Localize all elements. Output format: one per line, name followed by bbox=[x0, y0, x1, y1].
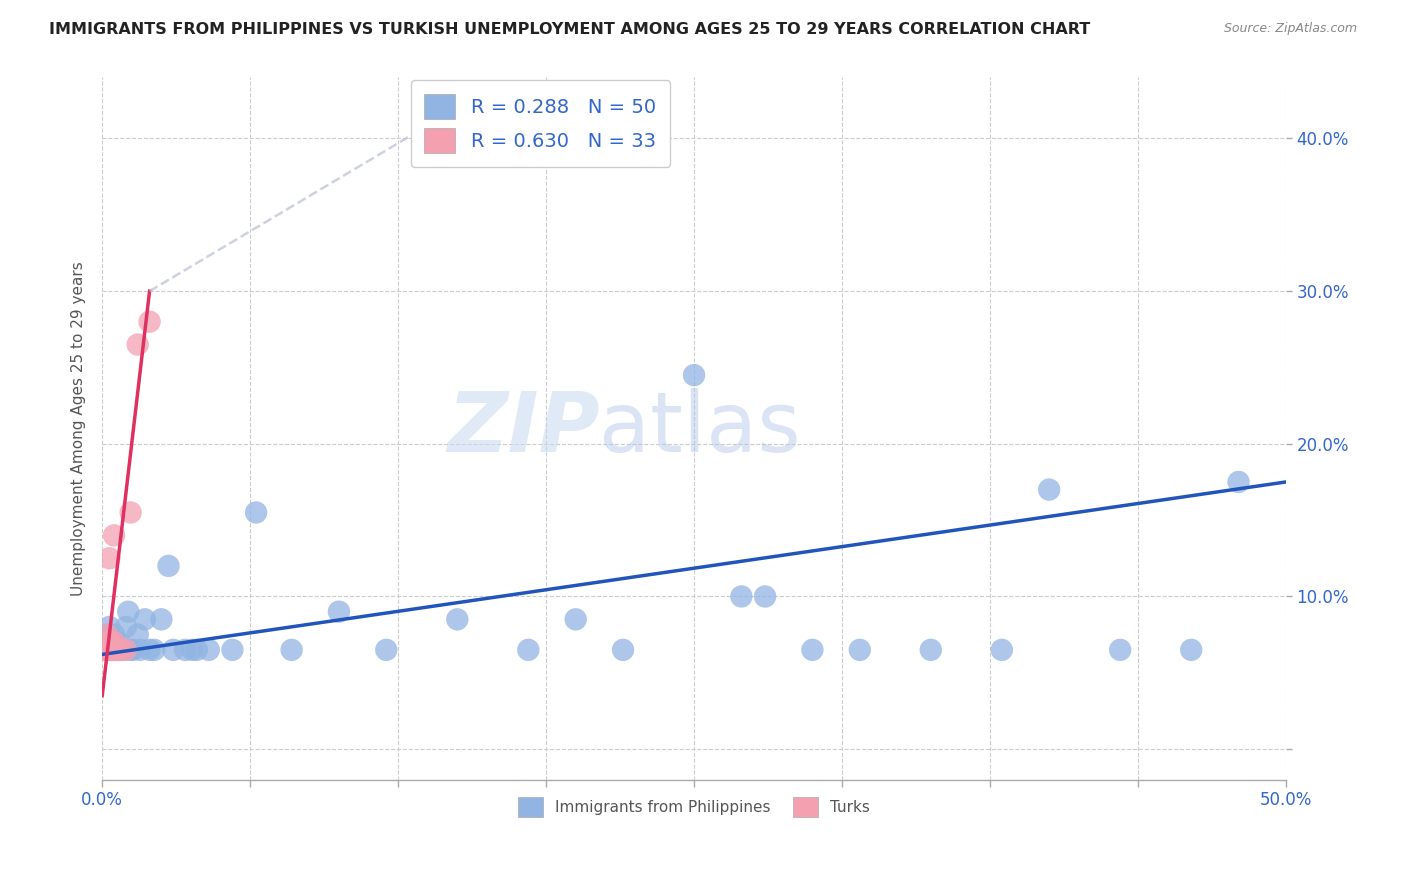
Point bbox=[98, 551, 121, 566]
Point bbox=[1180, 643, 1202, 657]
Point bbox=[120, 506, 142, 520]
Point bbox=[730, 590, 752, 604]
Point bbox=[127, 627, 149, 641]
Point bbox=[920, 643, 942, 657]
Point bbox=[98, 643, 121, 657]
Point bbox=[103, 643, 125, 657]
Legend: Immigrants from Philippines, Turks: Immigrants from Philippines, Turks bbox=[510, 789, 877, 824]
Point bbox=[100, 643, 122, 657]
Text: IMMIGRANTS FROM PHILIPPINES VS TURKISH UNEMPLOYMENT AMONG AGES 25 TO 29 YEARS CO: IMMIGRANTS FROM PHILIPPINES VS TURKISH U… bbox=[49, 22, 1091, 37]
Point bbox=[98, 643, 121, 657]
Point bbox=[754, 590, 776, 604]
Point bbox=[103, 528, 125, 542]
Point bbox=[103, 643, 125, 657]
Point bbox=[105, 643, 128, 657]
Point bbox=[150, 612, 173, 626]
Point bbox=[93, 643, 115, 657]
Point bbox=[446, 612, 468, 626]
Point bbox=[186, 643, 208, 657]
Point bbox=[115, 643, 138, 657]
Point bbox=[96, 627, 118, 641]
Y-axis label: Unemployment Among Ages 25 to 29 years: Unemployment Among Ages 25 to 29 years bbox=[72, 261, 86, 596]
Point bbox=[197, 643, 219, 657]
Point bbox=[98, 635, 121, 649]
Point bbox=[96, 643, 118, 657]
Point bbox=[612, 643, 634, 657]
Point bbox=[98, 643, 121, 657]
Point bbox=[93, 635, 115, 649]
Point bbox=[157, 558, 180, 573]
Point bbox=[280, 643, 302, 657]
Point bbox=[98, 620, 121, 634]
Point bbox=[100, 643, 122, 657]
Point bbox=[96, 635, 118, 649]
Point bbox=[127, 337, 149, 351]
Point bbox=[181, 643, 204, 657]
Point bbox=[1227, 475, 1250, 489]
Point bbox=[107, 643, 129, 657]
Point bbox=[100, 635, 122, 649]
Point bbox=[801, 643, 824, 657]
Point bbox=[96, 643, 118, 657]
Point bbox=[100, 643, 122, 657]
Point bbox=[93, 643, 115, 657]
Point bbox=[98, 643, 121, 657]
Point bbox=[245, 506, 267, 520]
Point bbox=[107, 635, 129, 649]
Point bbox=[100, 635, 122, 649]
Point bbox=[120, 643, 142, 657]
Text: ZIP: ZIP bbox=[447, 388, 599, 469]
Point bbox=[105, 643, 128, 657]
Point bbox=[1109, 643, 1132, 657]
Text: atlas: atlas bbox=[599, 388, 801, 469]
Point bbox=[110, 643, 132, 657]
Point bbox=[115, 620, 138, 634]
Point bbox=[103, 635, 125, 649]
Point bbox=[110, 643, 132, 657]
Point bbox=[103, 643, 125, 657]
Point bbox=[122, 643, 145, 657]
Point bbox=[162, 643, 184, 657]
Point bbox=[138, 315, 160, 329]
Point bbox=[991, 643, 1014, 657]
Point bbox=[93, 643, 115, 657]
Point bbox=[1038, 483, 1060, 497]
Point bbox=[375, 643, 398, 657]
Point bbox=[134, 612, 156, 626]
Point bbox=[143, 643, 166, 657]
Point bbox=[98, 643, 121, 657]
Point bbox=[96, 627, 118, 641]
Point bbox=[174, 643, 197, 657]
Point bbox=[100, 643, 122, 657]
Point bbox=[849, 643, 872, 657]
Point bbox=[103, 627, 125, 641]
Point bbox=[683, 368, 706, 383]
Point bbox=[107, 643, 129, 657]
Point bbox=[117, 605, 139, 619]
Point bbox=[564, 612, 586, 626]
Point bbox=[96, 635, 118, 649]
Point bbox=[103, 643, 125, 657]
Point bbox=[138, 643, 160, 657]
Point bbox=[96, 643, 118, 657]
Text: Source: ZipAtlas.com: Source: ZipAtlas.com bbox=[1223, 22, 1357, 36]
Point bbox=[112, 643, 135, 657]
Point bbox=[100, 643, 122, 657]
Point bbox=[105, 643, 128, 657]
Point bbox=[129, 643, 152, 657]
Point bbox=[328, 605, 350, 619]
Point bbox=[517, 643, 540, 657]
Point bbox=[221, 643, 243, 657]
Point bbox=[93, 643, 115, 657]
